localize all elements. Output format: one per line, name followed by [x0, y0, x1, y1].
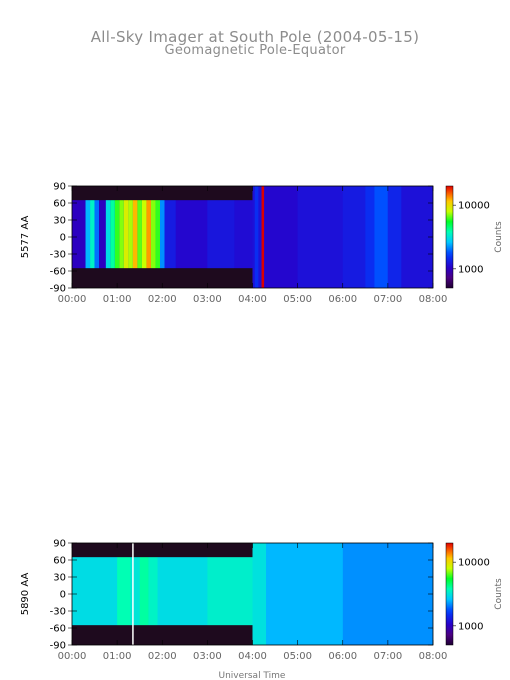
heatmap-band [110, 186, 115, 288]
x-tick-label: 03:00 [193, 651, 222, 662]
heatmap-band [342, 543, 433, 645]
heatmap-band [150, 186, 156, 288]
heatmap-band [164, 186, 176, 288]
heatmap-band [99, 186, 106, 288]
heatmap-band [146, 186, 151, 288]
heatmap-band [261, 186, 265, 288]
x-tick-label: 06:00 [328, 651, 357, 662]
x-tick-label: 05:00 [283, 651, 312, 662]
heatmap-panel-2: 00:00 01:00 02:00 03:00 04:00 05:00 06:00 07:00… [20, 539, 504, 663]
heatmap-band [264, 186, 298, 288]
heatmap-band [155, 186, 160, 288]
heatmap-band [132, 186, 138, 288]
y-axis-label: 5577 AA [20, 216, 31, 259]
heatmap-band [252, 543, 267, 645]
heatmap-band [401, 186, 433, 288]
y-tick-label: -90 [50, 284, 66, 295]
heatmap-band [123, 186, 129, 288]
heatmap-band [374, 186, 388, 288]
colorbar-tick-label: 10000 [458, 201, 490, 212]
heatmap-band [72, 186, 86, 288]
heatmap-band [105, 186, 111, 288]
colorbar [445, 185, 454, 289]
x-tick-label: 06:00 [328, 294, 357, 305]
y-tick-label: 90 [53, 182, 66, 193]
heatmap-band [297, 186, 343, 288]
x-tick-label: 01:00 [103, 651, 132, 662]
x-tick-label: 02:00 [148, 294, 177, 305]
heatmap-band [141, 186, 147, 288]
y-tick-label: 60 [53, 199, 66, 210]
colorbar-tick-label: 1000 [458, 264, 483, 275]
chart-title: All-Sky Imager at South Pole (2004-05-15… [90, 28, 420, 46]
x-tick-label: 04:00 [238, 651, 267, 662]
x-axis-label: Universal Time [219, 671, 286, 680]
colorbar-tick-label: 1000 [458, 621, 483, 632]
x-tick-label: 07:00 [373, 294, 402, 305]
heatmap-band [387, 186, 402, 288]
heatmap-band [266, 543, 343, 645]
heatmap-band [128, 186, 133, 288]
x-tick-label: 05:00 [283, 294, 312, 305]
heatmap-band [85, 186, 91, 288]
y-tick-label: -30 [50, 607, 66, 618]
y-tick-label: 0 [60, 590, 66, 601]
heatmap-band [342, 186, 366, 288]
y-tick-label: 90 [53, 539, 66, 550]
y-axis-label: 5890 AA [20, 573, 31, 616]
heatmap-band [365, 186, 375, 288]
colorbar-label: Counts [494, 221, 504, 253]
x-tick-label: 08:00 [419, 294, 448, 305]
y-tick-label: 30 [53, 573, 66, 584]
heatmap-band [137, 186, 142, 288]
y-tick-label: -90 [50, 641, 66, 652]
heatmap-band [94, 186, 100, 288]
x-tick-label: 00:00 [58, 651, 87, 662]
colorbar [445, 542, 454, 646]
x-tick-label: 01:00 [103, 294, 132, 305]
y-tick-label: -30 [50, 250, 66, 261]
heatmap-band [119, 186, 124, 288]
chart-subtitle: Geomagnetic Pole-Equator [164, 43, 346, 58]
heatmap-band [234, 186, 253, 288]
y-tick-label: -60 [50, 624, 66, 635]
x-tick-label: 02:00 [148, 651, 177, 662]
heatmap-band [139, 543, 149, 645]
y-tick-label: -60 [50, 267, 66, 278]
heatmap-band [254, 186, 259, 288]
heatmap-band [117, 543, 131, 645]
heatmap-band [148, 543, 158, 645]
colorbar-tick-label: 10000 [458, 558, 490, 569]
heatmap-band [159, 186, 165, 288]
heatmap-band [90, 186, 95, 288]
x-tick-label: 07:00 [373, 651, 402, 662]
x-tick-label: 04:00 [238, 294, 267, 305]
y-tick-label: 0 [60, 233, 66, 244]
colorbar-label: Counts [494, 578, 504, 610]
heatmap-band [130, 543, 140, 645]
heatmap-panel-1: 00:00 01:00 02:00 03:00 04:00 05:00 06:00 07:00… [20, 182, 504, 306]
y-tick-label: 60 [53, 556, 66, 567]
x-tick-label: 00:00 [58, 294, 87, 305]
y-tick-label: 30 [53, 216, 66, 227]
x-tick-label: 08:00 [419, 651, 448, 662]
x-tick-label: 03:00 [193, 294, 222, 305]
heatmap-band [114, 186, 120, 288]
